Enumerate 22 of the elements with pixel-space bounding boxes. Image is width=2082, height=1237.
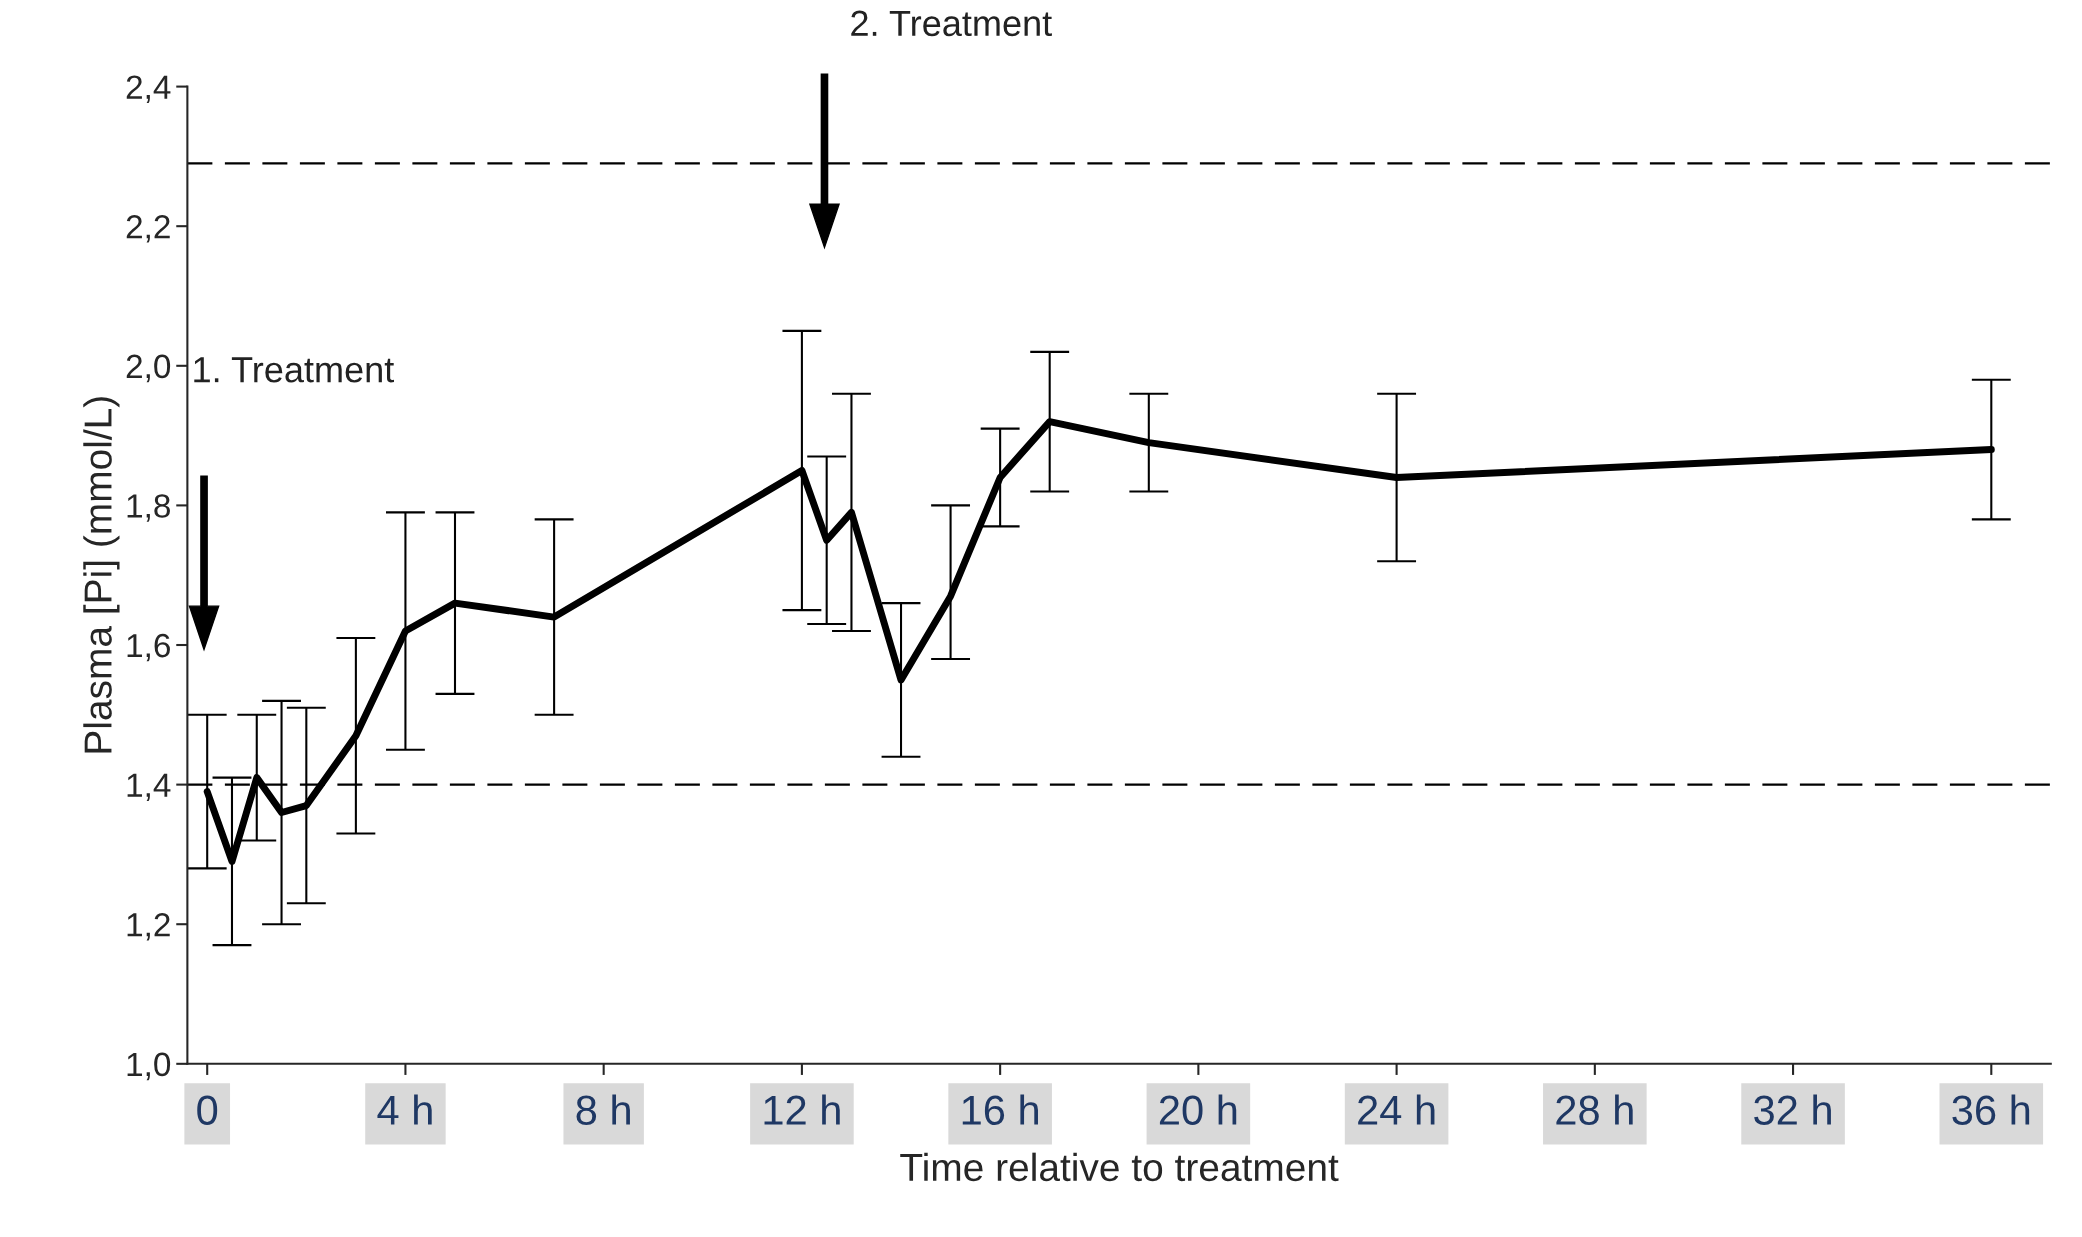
y-tick-label: 2,4: [126, 75, 171, 103]
y-tick-label: 2,0: [126, 354, 171, 383]
x-axis-title: Time relative to treatment: [900, 1152, 1339, 1182]
x-tick-label: 12 h: [764, 1094, 840, 1125]
x-tick-label: 8 h: [576, 1094, 630, 1125]
y-tick-label: 1,6: [127, 633, 170, 662]
x-tick-label: 20 h: [1159, 1094, 1237, 1125]
annotation: 1. Treatment: [194, 357, 394, 383]
y-tick-label: 1,8: [127, 494, 170, 522]
y-tick-label: 1,4: [127, 773, 171, 801]
x-tick-label: 24 h: [1358, 1094, 1435, 1125]
x-tick-label: 32 h: [1754, 1094, 1831, 1125]
x-tick-label: 0: [197, 1095, 218, 1125]
y-tick-label: 1,0: [127, 1052, 171, 1081]
x-tick-label: 36 h: [1952, 1094, 2030, 1125]
y-tick-label: 2,2: [126, 215, 170, 243]
x-tick-label: 16 h: [962, 1094, 1038, 1125]
y-axis-title: Plasma [Pi] (mmol/L): [83, 397, 120, 753]
text: 2. Treatment: [851, 10, 1052, 37]
y-tick-label: 1,2: [127, 913, 170, 941]
x-tick-label: 28 h: [1556, 1094, 1633, 1125]
x-tick-label: 4 h: [377, 1094, 432, 1125]
